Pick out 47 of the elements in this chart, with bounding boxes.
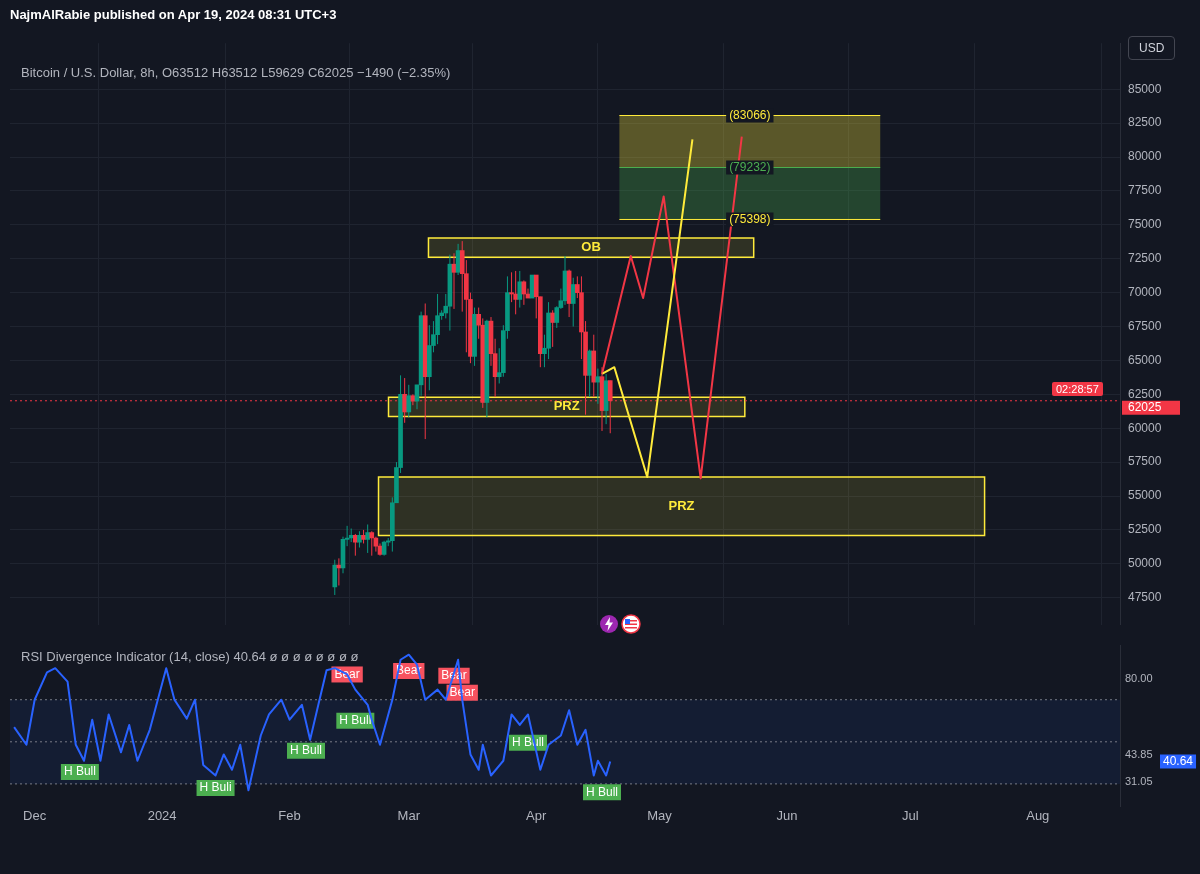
y-tick-label: 50000 (1128, 556, 1162, 571)
y-tick-label: 75000 (1128, 217, 1162, 232)
text: Bitcoin / U.S. Dollar, 8h, O63512 H63512 L59629 C62025 −1490 (−2.35%) (20, 64, 452, 81)
y-tick-label: 67500 (1128, 318, 1162, 333)
chart-title: RSI Divergence Indicator (14, close) 40.64 ø ø ø ø ø ø ø ø (20, 648, 360, 665)
text: USD (1128, 36, 1176, 60)
annotation: H Bull (289, 743, 323, 758)
x-tick-label: Apr (526, 808, 548, 824)
x-tick-label: Mar (397, 808, 421, 824)
ref-line-label: (75398) (729, 211, 771, 226)
y-tick-label: 77500 (1128, 183, 1162, 198)
x-tick-label: 2024 (147, 808, 177, 824)
band-label: OB (581, 239, 601, 255)
x-tick-label: Feb (278, 808, 301, 824)
band-label: PRZ (668, 497, 695, 513)
candlestick (529, 274, 535, 299)
y-tick-label: 52500 (1128, 522, 1162, 537)
band-label: PRZ (553, 398, 580, 414)
y-tick-label: 82500 (1128, 115, 1162, 130)
y-tick-label: 43.85 (1125, 747, 1153, 760)
y-tick-label: 62500 (1128, 386, 1162, 401)
ref-line-label: (83066) (729, 107, 771, 122)
y-tick-label: 31.05 (1125, 774, 1153, 787)
ref-line-label: 62025 (1128, 400, 1162, 415)
y-tick-label: 55000 (1128, 488, 1162, 503)
y-tick-label: 80000 (1128, 149, 1162, 164)
annotation: H Bull (585, 784, 619, 799)
y-tick-label: 47500 (1128, 590, 1162, 604)
ref-line-label: (79232) (729, 159, 771, 174)
y-tick-label: 60000 (1128, 420, 1162, 435)
text: NajmAlRabie published on Apr 19, 2024 08:31 UTC+3 (10, 7, 337, 22)
annotation: H Bull (63, 764, 96, 779)
y-tick-label: 80.00 (1125, 671, 1153, 684)
y-tick-label: 72500 (1128, 251, 1162, 266)
annotation: H Buli (199, 780, 232, 795)
x-tick-label: Aug (1026, 808, 1050, 824)
y-tick-label: 65000 (1128, 352, 1162, 367)
x-tick-label: Dec (23, 808, 47, 824)
x-tick-label: Jun (776, 808, 798, 824)
y-tick-label: 57500 (1128, 454, 1162, 469)
text: 40.64 (1163, 753, 1194, 768)
x-tick-label: Jul (902, 808, 919, 824)
annotation: H Bull (339, 713, 372, 728)
annotation: 02:28:57 (1052, 382, 1103, 396)
x-tick-label: May (647, 808, 673, 824)
y-tick-label: 85000 (1128, 81, 1162, 96)
y-tick-label: 70000 (1128, 284, 1162, 299)
